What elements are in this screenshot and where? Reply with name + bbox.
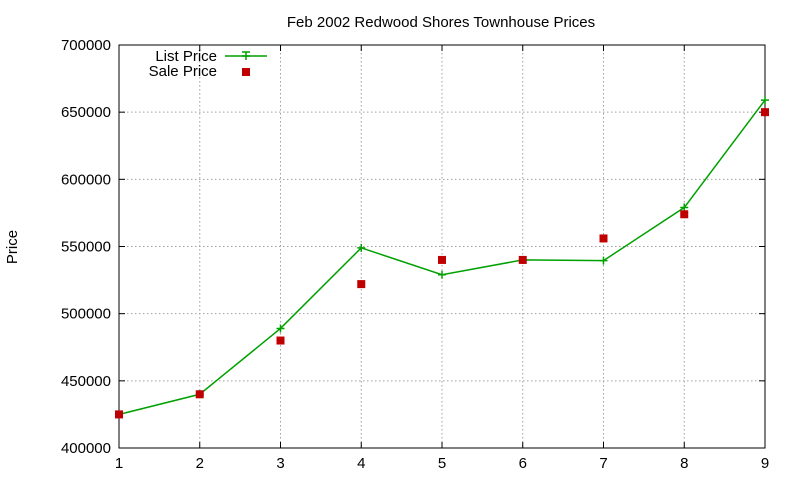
- y-tick-label: 600000: [61, 171, 111, 188]
- y-axis-label: Price: [4, 230, 21, 264]
- sale-price-point: [115, 410, 123, 419]
- series-layer: [115, 96, 769, 419]
- y-tick-label: 450000: [61, 373, 111, 390]
- y-tick-label: 650000: [61, 104, 111, 121]
- sale-price-point: [276, 336, 285, 345]
- tick-layer: 400000 450000 500000 550000 600000 650000 7000…: [61, 37, 769, 472]
- sale-price-point: [438, 255, 446, 264]
- legend-marker-sale-price: [242, 68, 250, 76]
- sale-price-point: [761, 108, 769, 117]
- list-price-point: [276, 324, 285, 333]
- sale-price-point: [518, 255, 527, 264]
- x-tick-label: 8: [680, 455, 688, 472]
- y-tick-label: 400000: [61, 440, 111, 457]
- x-tick-label: 9: [761, 455, 769, 472]
- list-price-point: [680, 203, 689, 212]
- legend-marker-list-price: [242, 51, 250, 60]
- list-price-point: [357, 243, 366, 252]
- y-tick-label: 700000: [61, 37, 111, 54]
- legend-label-list-price: List Price: [155, 48, 217, 65]
- x-tick-label: 6: [519, 455, 527, 472]
- chart-title: Feb 2002 Redwood Shores Townhouse Prices: [287, 14, 595, 31]
- y-tick-label: 500000: [61, 306, 111, 323]
- sale-price-point: [599, 234, 608, 243]
- x-tick-label: 2: [196, 455, 204, 472]
- sale-price-point: [195, 390, 204, 399]
- list-price-point: [761, 96, 769, 105]
- x-tick-label: 5: [438, 455, 446, 472]
- x-tick-label: 1: [115, 455, 123, 472]
- x-tick-label: 4: [357, 455, 365, 472]
- sale-price-point: [357, 280, 366, 289]
- list-price-point: [438, 270, 446, 279]
- y-tick-label: 550000: [61, 239, 111, 256]
- legend: List Price Sale Price: [149, 48, 267, 80]
- legend-label-sale-price: Sale Price: [149, 63, 217, 80]
- x-tick-label: 3: [276, 455, 284, 472]
- list-price-point: [599, 256, 608, 265]
- x-tick-label: 7: [599, 455, 607, 472]
- grid-layer: [119, 45, 765, 448]
- sale-price-point: [680, 210, 689, 219]
